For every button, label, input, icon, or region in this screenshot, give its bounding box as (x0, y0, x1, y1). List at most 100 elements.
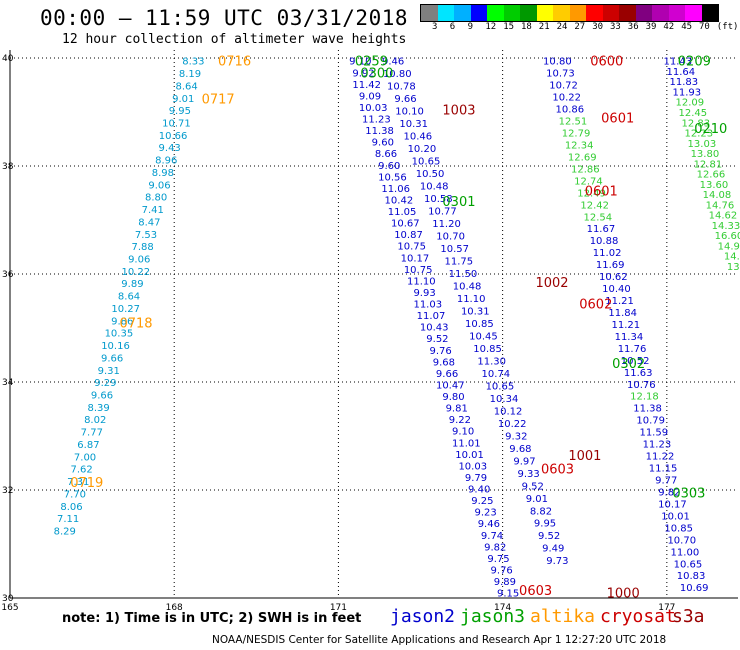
wave-height-value: 12.34 (565, 140, 594, 151)
pass-time-label: 0717 (202, 93, 235, 108)
color-scale-label: 15 (503, 22, 515, 32)
legend-jason3: jason3 (460, 606, 526, 627)
wave-height-value: 10.43 (420, 323, 449, 334)
wave-height-value: 13.80 (691, 149, 720, 160)
color-swatch (619, 5, 636, 21)
color-scale-label: (ft) (716, 22, 739, 32)
color-swatch (520, 5, 537, 21)
wave-height-value: 8.82 (530, 506, 552, 517)
wave-height-value: 10.27 (111, 304, 140, 315)
wave-height-value: 13.03 (688, 139, 717, 150)
wave-height-value: 12.09 (676, 98, 705, 109)
wave-height-value: 10.74 (481, 369, 510, 380)
wave-height-value: 8.19 (179, 69, 201, 80)
wave-height-value: 9.46 (478, 519, 500, 530)
pass-time-label: 1003 (442, 103, 475, 118)
wave-height-value: 10.66 (159, 131, 188, 142)
wave-height-value: 10.70 (667, 535, 696, 546)
wave-height-value: 10.62 (599, 272, 628, 283)
wave-height-value: 12.81 (694, 159, 723, 170)
color-swatch (635, 5, 652, 21)
wave-height-value: 11.59 (639, 428, 668, 439)
color-scale-label: 70 (699, 22, 710, 32)
wave-height-value: 9.68 (509, 444, 531, 455)
wave-height-value: 9.66 (101, 353, 123, 364)
wave-height-value: 9.22 (449, 415, 471, 426)
wave-height-value: 10.70 (436, 232, 465, 243)
wave-height-value: 14.76 (706, 200, 735, 211)
track-jason2: 11.4311.6411.8311.9312.0912.4512.8312.23… (663, 57, 740, 273)
wave-height-value: 8.80 (145, 193, 167, 204)
pass-time-label: 0718 (119, 317, 152, 332)
color-swatch (421, 5, 438, 21)
wave-height-value: 11.10 (407, 276, 436, 287)
color-scale-label: 3 (432, 22, 438, 32)
color-swatch (652, 5, 669, 21)
color-scale-bar (420, 4, 719, 22)
wave-height-value: 10.88 (590, 236, 619, 247)
wave-height-value: 10.56 (378, 172, 407, 183)
wave-height-value: 10.46 (403, 132, 432, 143)
color-swatch (470, 5, 487, 21)
pass-time-label: 0303 (672, 487, 705, 502)
wave-height-value: 12.54 (583, 212, 612, 223)
wave-height-value: 11.43 (663, 57, 692, 68)
y-tick-label: 30 (2, 594, 14, 604)
wave-height-value: 11.63 (624, 368, 653, 379)
track-jason2: 10.8010.7310.7210.2210.8612.5112.7912.34… (543, 57, 708, 595)
wave-height-value: 9.66 (394, 94, 416, 105)
y-tick-label: 34 (2, 378, 14, 388)
wave-height-value: 9.31 (98, 366, 120, 377)
y-tick-label: 38 (2, 162, 14, 172)
color-scale-label: 24 (556, 22, 568, 32)
track-altika: 8.338.198.649.019.9510.7110.669.438.968.… (54, 57, 205, 538)
x-tick-label: 171 (330, 603, 347, 613)
wave-height-value: 10.22 (498, 419, 527, 430)
wave-height-value: 9.29 (94, 378, 116, 389)
color-swatch (487, 5, 504, 21)
wave-height-value: 10.45 (469, 331, 498, 342)
wave-height-value: 11.23 (362, 115, 391, 126)
pass-time-label: 0302 (612, 357, 645, 372)
pass-time-label: 0603 (519, 584, 552, 599)
wave-height-value: 9.46 (382, 57, 404, 68)
wave-height-value: 11.15 (649, 464, 678, 475)
pass-time-label: 0300 (360, 67, 393, 82)
color-scale-label: 21 (538, 22, 550, 32)
wave-height-value: 9.89 (121, 279, 143, 290)
wave-height-value: 9.10 (452, 427, 474, 438)
wave-height-value: 11.00 (671, 547, 700, 558)
wave-height-value: 10.10 (395, 107, 424, 118)
wave-height-value: 9.23 (474, 508, 496, 519)
wave-height-value: 13.60 (700, 180, 729, 191)
wave-height-value: 10.31 (399, 119, 428, 130)
wave-height-value: 7.31 (67, 477, 89, 488)
wave-height-value: 14.91 (718, 241, 740, 252)
pass-time-label: 0600 (590, 55, 623, 70)
wave-height-value: 12.66 (697, 170, 726, 181)
wave-height-value: 9.89 (494, 577, 516, 588)
pass-time-label: 0210 (694, 122, 727, 137)
wave-height-value: 12.45 (679, 108, 708, 119)
wave-height-value: 9.10 (349, 57, 371, 68)
pass-time-label: 0301 (442, 195, 475, 210)
wave-height-value: 10.65 (674, 559, 703, 570)
color-scale-label: 33 (610, 22, 621, 32)
wave-height-value: 11.21 (605, 296, 634, 307)
wave-height-value: 9.40 (468, 485, 490, 496)
wave-height-value: 10.57 (440, 244, 469, 255)
wave-height-value: 7.11 (57, 514, 79, 525)
wave-height-value: 10.22 (552, 93, 581, 104)
wave-height-value: 11.07 (417, 311, 446, 322)
y-tick-label: 40 (2, 54, 14, 64)
wave-height-value: 10.85 (664, 523, 693, 534)
wave-height-value: 12.42 (580, 200, 609, 211)
wave-height-value: 8.06 (60, 502, 82, 513)
map-subtitle: 12 hour collection of altimeter wave hei… (62, 32, 407, 47)
wave-height-value: 10.65 (486, 381, 515, 392)
pass-time-label: 0209 (678, 55, 711, 70)
wave-height-value: 10.48 (420, 182, 449, 193)
note-text: note: 1) Time is in UTC; 2) SWH is in fe… (62, 611, 362, 626)
wave-height-value: 9.95 (534, 519, 556, 530)
